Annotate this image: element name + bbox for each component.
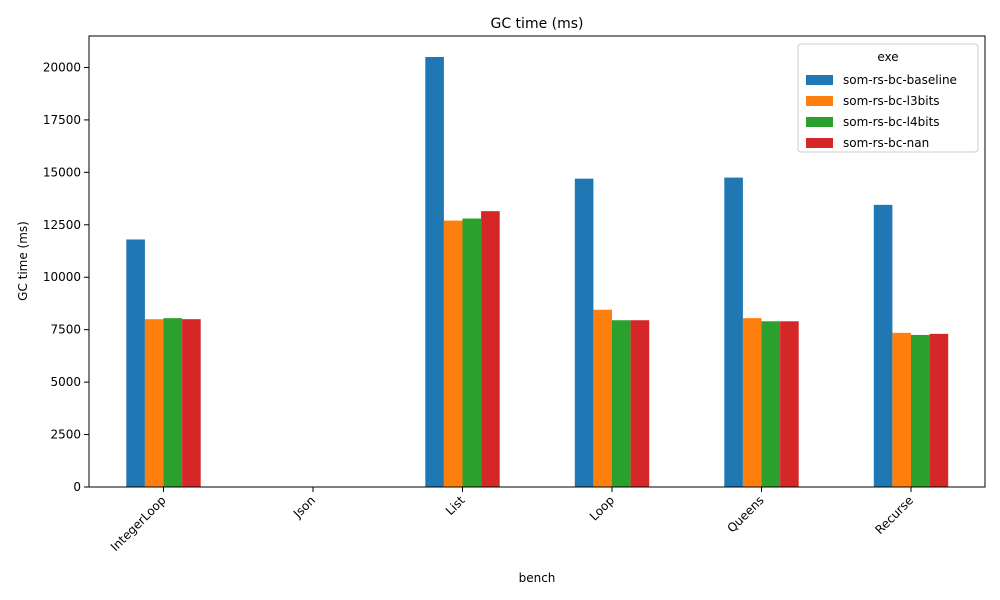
bar-som-rs-bc-l3bits-IntegerLoop xyxy=(144,319,164,487)
bar-som-rs-bc-baseline-IntegerLoop xyxy=(126,239,145,487)
chart-title: GC time (ms) xyxy=(490,16,583,32)
legend-swatch xyxy=(806,96,833,106)
y-tick-label: 20000 xyxy=(43,60,81,74)
y-tick-label: 15000 xyxy=(43,165,81,179)
bar-som-rs-bc-l4bits-List xyxy=(462,218,482,487)
legend: exe som-rs-bc-baseline som-rs-bc-l3bits som… xyxy=(797,43,979,153)
x-tick-label: List xyxy=(443,493,468,518)
bar-som-rs-bc-baseline-Queens xyxy=(724,177,743,487)
y-tick-label: 5000 xyxy=(50,375,81,389)
bar-som-rs-bc-baseline-List xyxy=(425,56,444,487)
bars-group xyxy=(126,56,949,488)
bar-som-rs-bc-l4bits-Loop xyxy=(612,320,631,487)
bar-som-rs-bc-l4bits-Queens xyxy=(761,321,781,487)
y-tick-label: 7500 xyxy=(50,323,81,337)
y-tick-label: 2500 xyxy=(50,428,81,442)
x-tick-label: Json xyxy=(290,493,318,521)
legend-frame xyxy=(797,43,979,153)
x-tick-label: Recurse xyxy=(872,493,916,537)
bar-som-rs-bc-l3bits-Recurse xyxy=(892,332,911,487)
legend-entry-label: som-rs-bc-nan xyxy=(843,136,929,150)
y-tick-label: 0 xyxy=(73,480,81,494)
x-tick-label: Loop xyxy=(587,493,617,523)
bar-som-rs-bc-l4bits-Recurse xyxy=(911,334,930,487)
legend-title: exe xyxy=(877,50,898,64)
x-tick-label: IntegerLoop xyxy=(108,493,169,554)
bar-som-rs-bc-l3bits-Queens xyxy=(742,318,762,487)
bar-som-rs-bc-nan-Queens xyxy=(780,321,799,487)
y-tick-label: 12500 xyxy=(43,218,81,232)
legend-swatch xyxy=(806,75,833,85)
x-tick-label: Queens xyxy=(724,493,766,535)
legend-entry-label: som-rs-bc-baseline xyxy=(843,73,957,87)
legend-entry-label: som-rs-bc-l4bits xyxy=(843,115,940,129)
legend-swatch xyxy=(806,138,833,148)
legend-entry-label: som-rs-bc-l3bits xyxy=(843,94,940,108)
y-axis-label: GC time (ms) xyxy=(16,221,30,301)
y-axis: 0 2500 5000 7500 10000 12500 15000 17500 20000 xyxy=(43,60,89,494)
bar-som-rs-bc-baseline-Recurse xyxy=(873,204,893,487)
plot-frame xyxy=(88,35,986,488)
bar-som-rs-bc-l3bits-Loop xyxy=(593,309,612,487)
bar-som-rs-bc-l4bits-IntegerLoop xyxy=(163,318,183,487)
legend-swatch xyxy=(806,117,833,127)
bar-som-rs-bc-nan-Loop xyxy=(630,320,650,487)
bar-som-rs-bc-l3bits-List xyxy=(443,220,463,488)
bar-som-rs-bc-nan-Recurse xyxy=(929,333,949,487)
y-tick-label: 10000 xyxy=(43,270,81,284)
y-tick-label: 17500 xyxy=(43,113,81,127)
bar-som-rs-bc-nan-IntegerLoop xyxy=(182,319,201,487)
x-axis-label: bench xyxy=(519,571,556,585)
bar-som-rs-bc-nan-List xyxy=(481,211,500,487)
bar-som-rs-bc-baseline-Loop xyxy=(574,178,594,488)
x-axis: IntegerLoop Json List Loop Queens Recurse xyxy=(108,487,916,554)
